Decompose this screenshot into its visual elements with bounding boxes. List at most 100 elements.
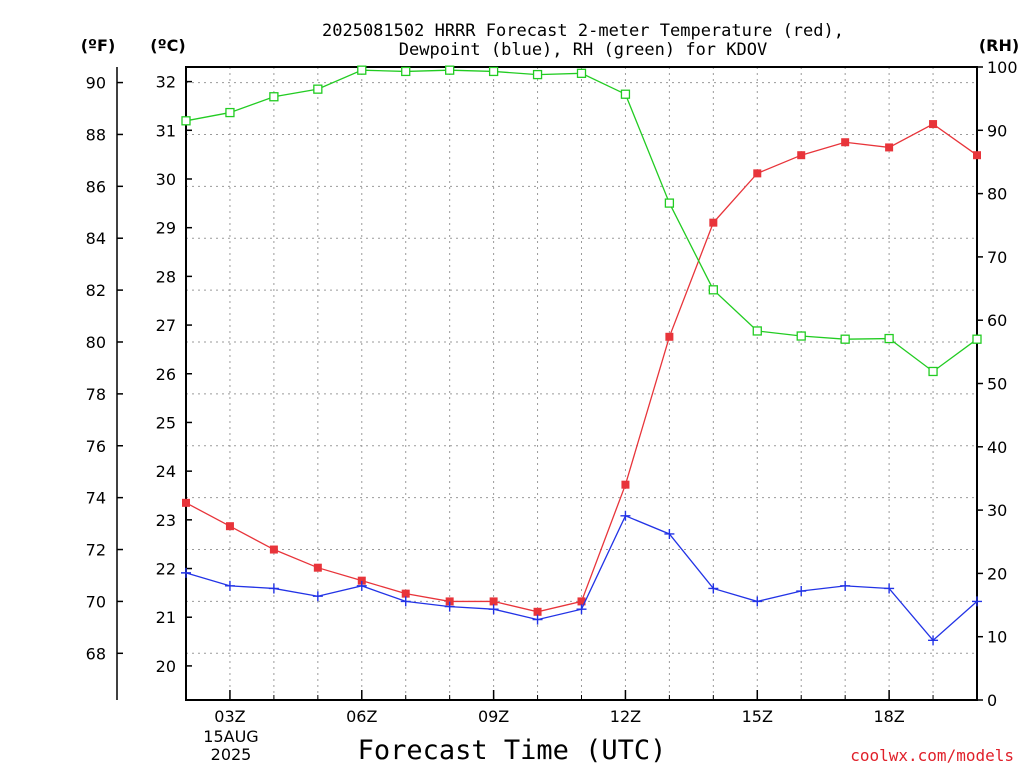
- rh-axis-label: (RH): [979, 36, 1019, 55]
- rh-tick-label: 50: [987, 375, 1007, 394]
- celsius-tick-label: 24: [156, 462, 176, 481]
- dewpoint-point: [268, 583, 279, 594]
- x-tick-label: 09Z: [478, 707, 509, 726]
- x-tick-label: 12Z: [610, 707, 641, 726]
- date-label-year: 2025: [211, 745, 252, 764]
- rh-point: [401, 66, 411, 77]
- rh-tick-label: 80: [987, 185, 1007, 204]
- fahrenheit-tick-label: 86: [86, 177, 106, 196]
- x-tick-label: 15Z: [742, 707, 773, 726]
- dewpoint-point: [532, 614, 543, 625]
- dewpoint-point: [972, 596, 982, 607]
- temperature-point: [445, 597, 454, 606]
- celsius-tick-label: 21: [156, 608, 176, 627]
- dewpoint-point: [928, 635, 939, 646]
- temperature-point: [357, 576, 366, 585]
- dewpoint-point: [752, 596, 763, 607]
- dewpoint-point: [312, 591, 323, 602]
- temperature-point: [709, 218, 718, 227]
- rh-tick-label: 20: [987, 564, 1007, 583]
- rh-tick-label: 100: [987, 58, 1018, 77]
- rh-tick-label: 40: [987, 438, 1007, 457]
- rh-point: [796, 331, 806, 341]
- rh-point: [225, 107, 235, 118]
- celsius-tick-label: 22: [156, 560, 176, 579]
- x-tick-label: 18Z: [873, 707, 904, 726]
- celsius-tick-label: 30: [156, 170, 176, 189]
- rh-point: [313, 84, 323, 94]
- data-series: [181, 65, 982, 646]
- rh-point: [972, 334, 982, 344]
- dewpoint-point: [181, 567, 191, 578]
- credit-link[interactable]: coolwx.com/models: [850, 746, 1014, 765]
- fahrenheit-tick-label: 78: [86, 385, 106, 404]
- fahrenheit-tick-label: 68: [86, 644, 106, 663]
- rh-point: [664, 198, 675, 208]
- dewpoint-point: [576, 604, 587, 615]
- temperature-point: [182, 498, 190, 507]
- temperature-point: [225, 522, 234, 531]
- rh-point: [269, 92, 279, 102]
- temperature-point: [973, 151, 981, 160]
- dewpoint-point: [840, 580, 851, 591]
- rh-point: [708, 285, 718, 295]
- dewpoint-point: [708, 583, 719, 594]
- fahrenheit-tick-label: 70: [86, 592, 106, 611]
- fahrenheit-tick-label: 88: [86, 125, 106, 144]
- celsius-tick-label: 20: [156, 657, 176, 676]
- rh-tick-label: 30: [987, 501, 1007, 520]
- celsius-axis-label: (ºC): [150, 36, 185, 55]
- rh-tick-label: 0: [987, 691, 997, 710]
- celsius-tick-label: 31: [156, 121, 176, 140]
- celsius-tick-label: 23: [156, 511, 176, 530]
- dewpoint-point: [444, 601, 455, 612]
- rh-point: [928, 366, 938, 377]
- rh-point: [576, 68, 587, 78]
- temperature-point: [577, 597, 586, 606]
- rh-point: [752, 326, 762, 336]
- rh-point: [532, 69, 543, 80]
- dewpoint-point: [884, 583, 895, 594]
- rh-tick-label: 60: [987, 311, 1007, 330]
- rh-point: [884, 333, 894, 344]
- temperature-point: [885, 143, 894, 152]
- rh-tick-label: 70: [987, 248, 1007, 267]
- fahrenheit-tick-label: 76: [86, 437, 106, 456]
- fahrenheit-tick-label: 72: [86, 541, 106, 560]
- celsius-tick-label: 26: [156, 365, 176, 384]
- fahrenheit-tick-label: 84: [86, 229, 106, 248]
- rh-point: [445, 65, 455, 75]
- x-tick-label: 06Z: [346, 707, 377, 726]
- x-tick-label: 03Z: [214, 707, 245, 726]
- x-axis-label: Forecast Time (UTC): [358, 735, 667, 766]
- dewpoint-point: [488, 604, 499, 615]
- celsius-tick-label: 27: [156, 316, 176, 335]
- temperature-point: [533, 607, 542, 616]
- dewpoint-point: [796, 586, 807, 597]
- rh-point: [840, 334, 850, 344]
- rh-point: [620, 89, 631, 99]
- temperature-point: [665, 332, 674, 341]
- temperature-point: [797, 151, 806, 160]
- dewpoint-point: [356, 580, 367, 591]
- temperature-point: [313, 563, 322, 572]
- rh-point: [181, 116, 191, 126]
- celsius-tick-label: 28: [156, 267, 176, 286]
- fahrenheit-axis-label: (ºF): [81, 36, 116, 55]
- fahrenheit-tick-label: 82: [86, 281, 106, 300]
- dewpoint-point: [400, 596, 411, 607]
- chart-title-line-2: Dewpoint (blue), RH (green) for KDOV: [399, 40, 767, 60]
- rh-point: [488, 66, 499, 77]
- fahrenheit-tick-label: 74: [86, 489, 106, 508]
- rh-tick-label: 10: [987, 628, 1007, 647]
- dewpoint-point: [224, 580, 235, 591]
- dewpoint-point: [664, 528, 675, 539]
- celsius-tick-label: 29: [156, 219, 176, 238]
- fahrenheit-tick-label: 90: [86, 74, 106, 93]
- temperature-point: [621, 480, 630, 489]
- temperature-point: [929, 120, 938, 129]
- chart-title-line-1: 2025081502 HRRR Forecast 2-meter Tempera…: [322, 21, 844, 41]
- rh-point: [357, 65, 367, 75]
- temperature-point: [841, 138, 850, 147]
